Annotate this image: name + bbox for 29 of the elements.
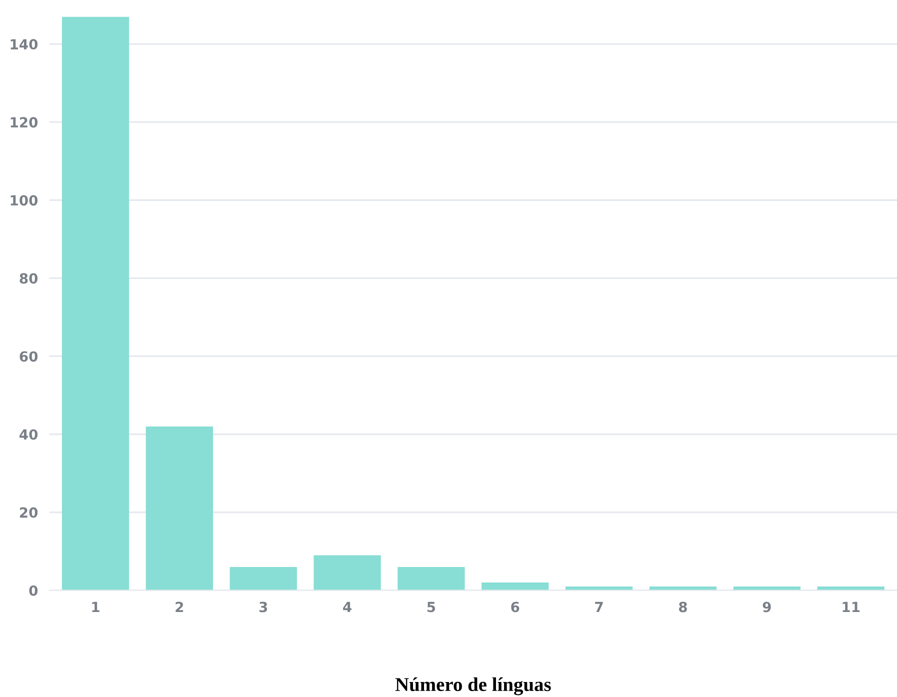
y-tick-label: 20 xyxy=(20,507,38,518)
y-tick-label: 100 xyxy=(10,195,38,206)
bar xyxy=(314,555,381,590)
bar xyxy=(398,566,465,590)
bar xyxy=(733,586,800,590)
y-tick-label: 80 xyxy=(20,273,38,284)
bar xyxy=(62,16,130,590)
y-tick-label: 120 xyxy=(10,117,38,128)
x-tick-label: 11 xyxy=(842,602,860,612)
bar xyxy=(565,586,633,590)
bar xyxy=(817,586,884,590)
x-axis-title: Número de línguas xyxy=(395,677,551,696)
bar xyxy=(649,586,717,590)
y-tick-label: 140 xyxy=(10,39,38,50)
x-tick-label: 4 xyxy=(343,602,352,612)
x-tick-label: 2 xyxy=(176,602,184,612)
y-tick-label: 40 xyxy=(20,429,38,440)
x-tick-label: 1 xyxy=(92,602,100,612)
x-tick-label: 3 xyxy=(259,602,268,612)
x-tick-label: 7 xyxy=(595,602,603,612)
bar xyxy=(482,582,549,590)
x-tick-label: 5 xyxy=(427,602,436,612)
x-tick-label: 9 xyxy=(762,602,771,612)
y-tick-label: 60 xyxy=(20,351,38,362)
bar xyxy=(146,426,213,590)
x-tick-label: 8 xyxy=(679,602,687,612)
bar xyxy=(230,566,297,590)
x-tick-label: 6 xyxy=(511,602,520,612)
y-tick-label: 0 xyxy=(29,585,38,596)
